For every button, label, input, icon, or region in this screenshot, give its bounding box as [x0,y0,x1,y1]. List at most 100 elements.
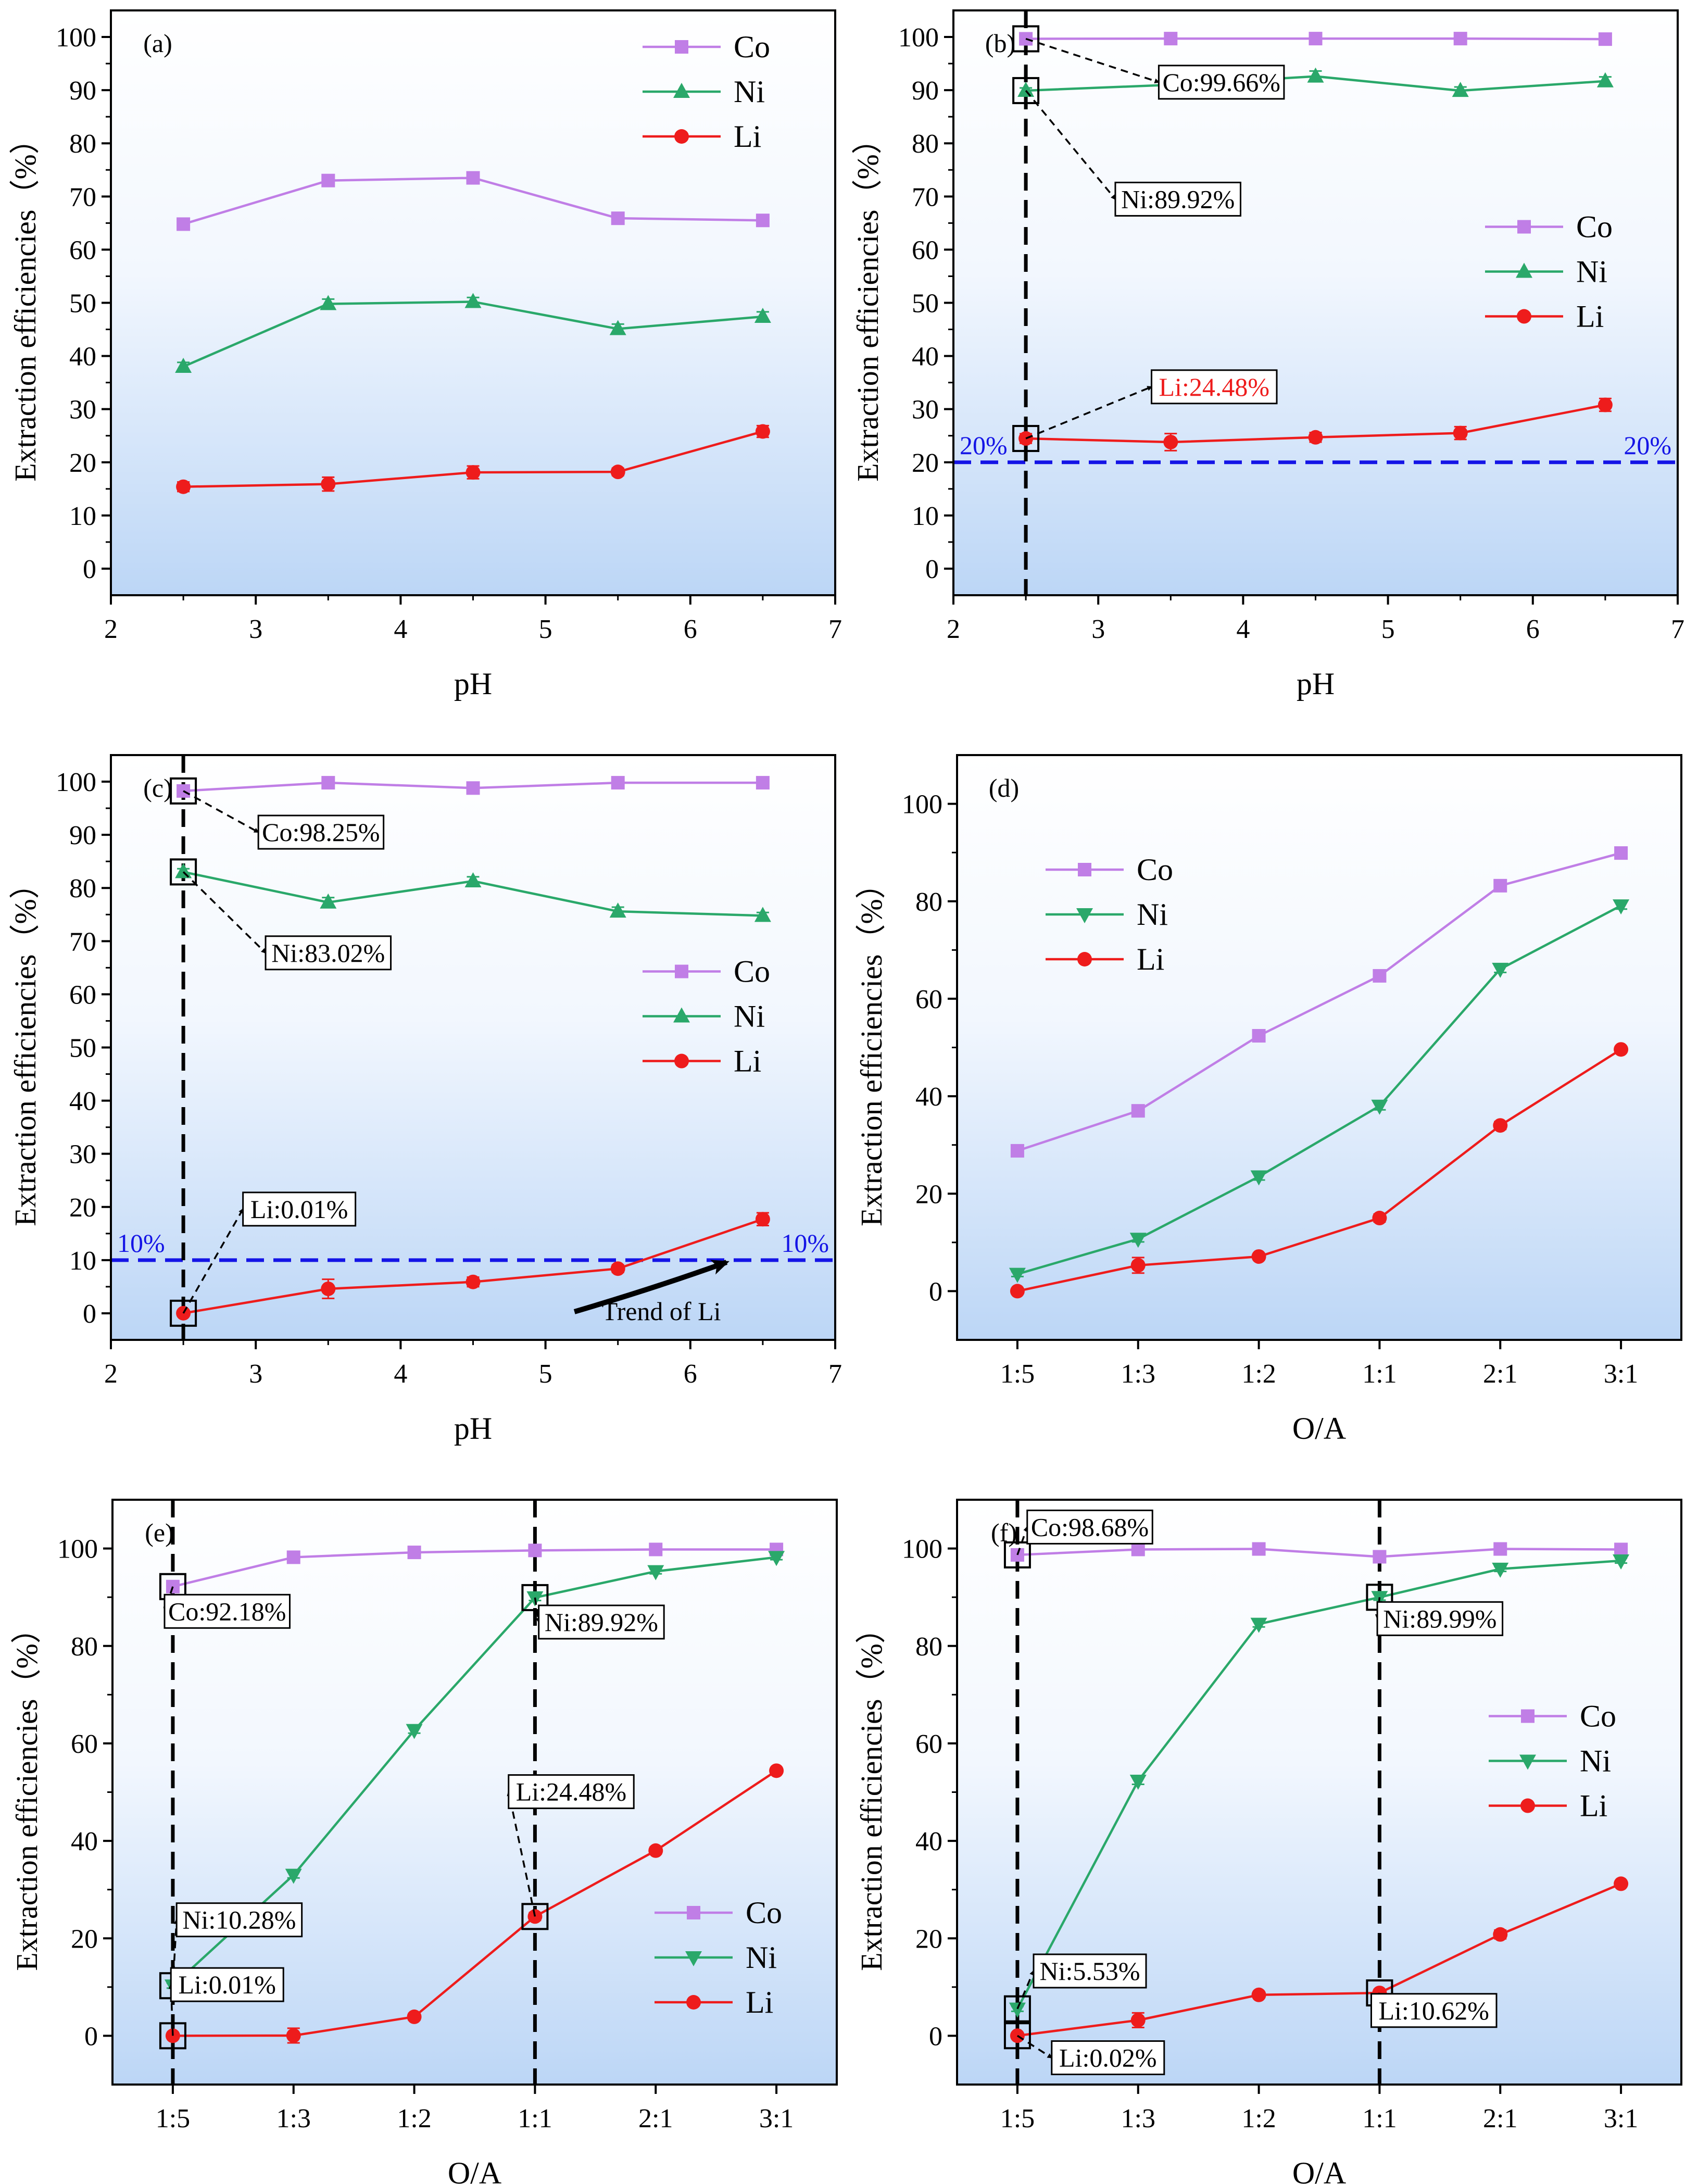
legend-marker-ni [1519,1754,1536,1770]
legend: Co Ni Li [643,30,770,154]
x-tick-label: 1:5 [156,2104,190,2133]
data-point-ni [754,308,771,323]
panel-label: (c) [143,773,172,802]
y-tick-label: 60 [69,235,96,265]
legend-marker-ni [685,1951,702,1966]
series-co [177,171,770,231]
panel-label: (e) [145,1518,174,1547]
x-tick-label: 1:5 [1000,2104,1035,2133]
y-tick-label: 40 [915,1827,942,1856]
series-ni [1009,1554,1630,2018]
data-point-li [1614,1876,1629,1891]
legend-marker-co [1517,220,1531,234]
annotation-arrow [1016,1970,1035,2010]
y-tick-label: 100 [902,790,942,820]
data-point-co [1252,1029,1266,1043]
series-li [1010,1042,1629,1299]
annotation-box [175,1902,303,1938]
highlight-box [1003,2022,1031,2050]
series-co-line [1017,1548,1621,1558]
data-point-li [1163,434,1178,449]
data-point-co [1614,846,1628,860]
data-point-li [1493,1118,1508,1133]
y-axis-title: Extraction efficiencies（%） [854,869,888,1226]
series-ni [175,293,771,373]
data-point-co [756,214,770,228]
annotation-arrow [1016,2035,1053,2059]
trend-label: Trend of Li [602,1297,721,1326]
legend-marker-co [1078,863,1091,876]
y-tick-label: 0 [84,2022,98,2051]
data-point-co [1614,1542,1628,1557]
y-tick-label: 80 [69,874,96,903]
annotation-box [1051,2040,1165,2076]
data-point-co [1131,1542,1145,1557]
x-tick-label: 2:1 [1483,2104,1517,2133]
panel-b: 20% 20% Co:99.66% Ni:89.92% Li:24.48% 0 10 20 30… [851,9,1684,701]
highlight-box [1003,1541,1031,1568]
highlight-box [1012,25,1040,53]
x-axis-title: pH [454,1411,492,1446]
data-point-li [286,2028,301,2043]
series-li [176,424,770,494]
annotation-label: Li:10.62% [1378,1996,1489,2025]
data-point-co [1131,1104,1145,1118]
y-tick-label: 50 [69,1034,96,1063]
panel-a: 0 10 20 30 40 50 60 70 80 90 100 2 3 4 5 6 7 pH Extraction… [8,9,842,701]
x-tick-label: 6 [684,614,697,644]
legend-marker-ni [1516,262,1532,278]
y-tick-label: 0 [929,1277,942,1307]
y-tick-label: 100 [57,1535,98,1564]
data-point-co [649,1542,663,1557]
x-tick-label: 1:2 [1241,1359,1276,1389]
threshold-label-left: 10% [117,1228,165,1258]
data-point-ni [609,902,626,918]
series-li-line [1017,1048,1622,1292]
y-tick-label: 60 [69,980,96,1010]
annotation-arrow [1016,1526,1028,1555]
y-tick-label: 60 [915,1729,942,1759]
plot-background [957,1500,1681,2085]
data-point-li [610,465,625,480]
y-tick-label: 70 [69,927,96,957]
data-point-co [1010,1144,1024,1158]
y-tick-label: 20 [69,448,96,478]
annotation-label: Li:24.48% [516,1777,626,1806]
y-tick-label: 0 [83,1299,96,1329]
data-point-li [321,1281,336,1296]
data-point-co [1252,1542,1266,1556]
data-point-li [176,479,191,494]
data-point-co [1493,1542,1507,1556]
data-point-co [1164,32,1178,46]
legend: Co Ni Li [1489,1699,1616,1823]
annotation-label: Ni:89.92% [1121,184,1235,214]
data-point-co [611,776,625,790]
y-tick-label: 90 [912,76,939,106]
x-tick-label: 4 [394,1359,407,1389]
data-point-li [1130,2013,1146,2028]
legend-label-li: Li [746,1985,773,2019]
series-co [177,776,770,798]
data-point-ni [1596,72,1614,87]
panel-label: (d) [989,773,1019,802]
data-point-ni [1307,67,1324,83]
legend-label-li: Li [1137,942,1164,976]
legend-label-co: Co [1137,852,1173,887]
annotation-arrow [183,790,259,833]
x-tick-label: 7 [828,1359,842,1389]
legend-label-ni: Ni [746,1940,777,1975]
annotation-label: Ni:5.53% [1039,1956,1140,1986]
legend: Co Ni Li [655,1896,782,2019]
data-point-co [321,173,335,187]
data-point-ni [175,863,192,878]
x-tick-label: 1:5 [1000,1359,1035,1389]
data-point-li [755,424,770,439]
x-tick-label: 6 [1526,614,1540,644]
data-point-ni [1452,82,1469,97]
plot-background [111,755,835,1340]
y-tick-label: 40 [69,1087,96,1116]
data-point-co [1493,878,1507,893]
legend-marker-co [1521,1709,1535,1723]
x-tick-label: 5 [539,1359,552,1389]
x-tick-label: 2 [104,1359,118,1389]
